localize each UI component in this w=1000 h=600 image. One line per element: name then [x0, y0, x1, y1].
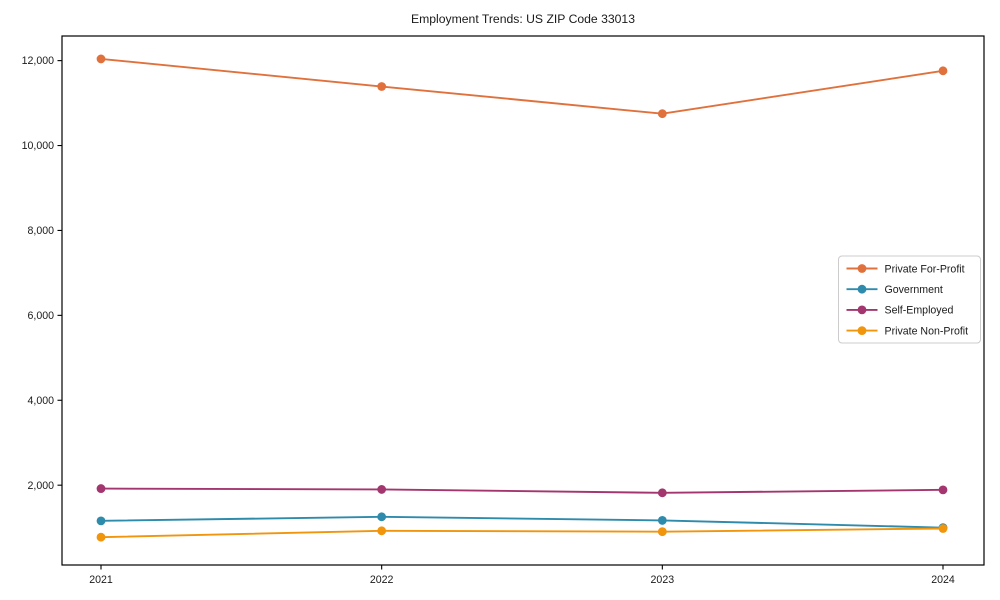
y-tick-label: 2,000	[27, 480, 54, 492]
y-tick-label: 12,000	[22, 55, 55, 67]
legend-box	[838, 255, 981, 344]
y-tick-label: 6,000	[27, 310, 54, 322]
y-tick-label: 8,000	[27, 225, 54, 237]
y-tick-label: 10,000	[22, 140, 55, 152]
data-point-government-2022	[377, 512, 387, 522]
legend-marker-government	[857, 284, 867, 294]
data-point-self-employed-2024	[938, 485, 948, 495]
x-tick-label: 2021	[89, 574, 113, 586]
legend-marker-private-for-profit	[857, 264, 867, 273]
data-point-private-for-profit-2023	[657, 109, 667, 119]
data-point-private-for-profit-2022	[377, 82, 387, 91]
series-line-self-employed	[100, 487, 944, 494]
data-point-government-2023	[657, 516, 667, 525]
legend-label-government: Government	[885, 284, 943, 296]
x-tick-label: 2023	[651, 574, 675, 586]
data-point-self-employed-2023	[657, 488, 667, 498]
data-point-private-non-profit-2021	[96, 532, 106, 542]
data-point-private-non-profit-2024	[938, 524, 948, 533]
plot-frame	[61, 35, 985, 566]
data-point-self-employed-2021	[96, 484, 106, 493]
series-line-private-non-profit	[100, 527, 944, 539]
data-point-government-2021	[96, 516, 106, 526]
legend-label-private-for-profit: Private For-Profit	[885, 263, 965, 275]
legend-label-private-non-profit: Private Non-Profit	[885, 325, 969, 337]
y-tick-label: 4,000	[27, 395, 54, 407]
x-tick-label: 2024	[931, 574, 955, 586]
chart-title: Employment Trends: US ZIP Code 33013	[411, 12, 635, 26]
legend-label-self-employed: Self-Employed	[885, 305, 954, 317]
data-point-self-employed-2022	[377, 485, 387, 494]
data-point-private-non-profit-2022	[377, 526, 387, 536]
series-line-private-for-profit	[100, 57, 944, 115]
data-point-private-for-profit-2021	[96, 54, 106, 64]
x-tick-label: 2022	[370, 574, 394, 586]
legend-marker-private-non-profit	[857, 326, 867, 335]
data-point-private-non-profit-2023	[657, 527, 667, 537]
data-point-private-for-profit-2024	[938, 66, 948, 76]
series-line-government	[100, 515, 944, 529]
legend-marker-self-employed	[857, 305, 867, 315]
